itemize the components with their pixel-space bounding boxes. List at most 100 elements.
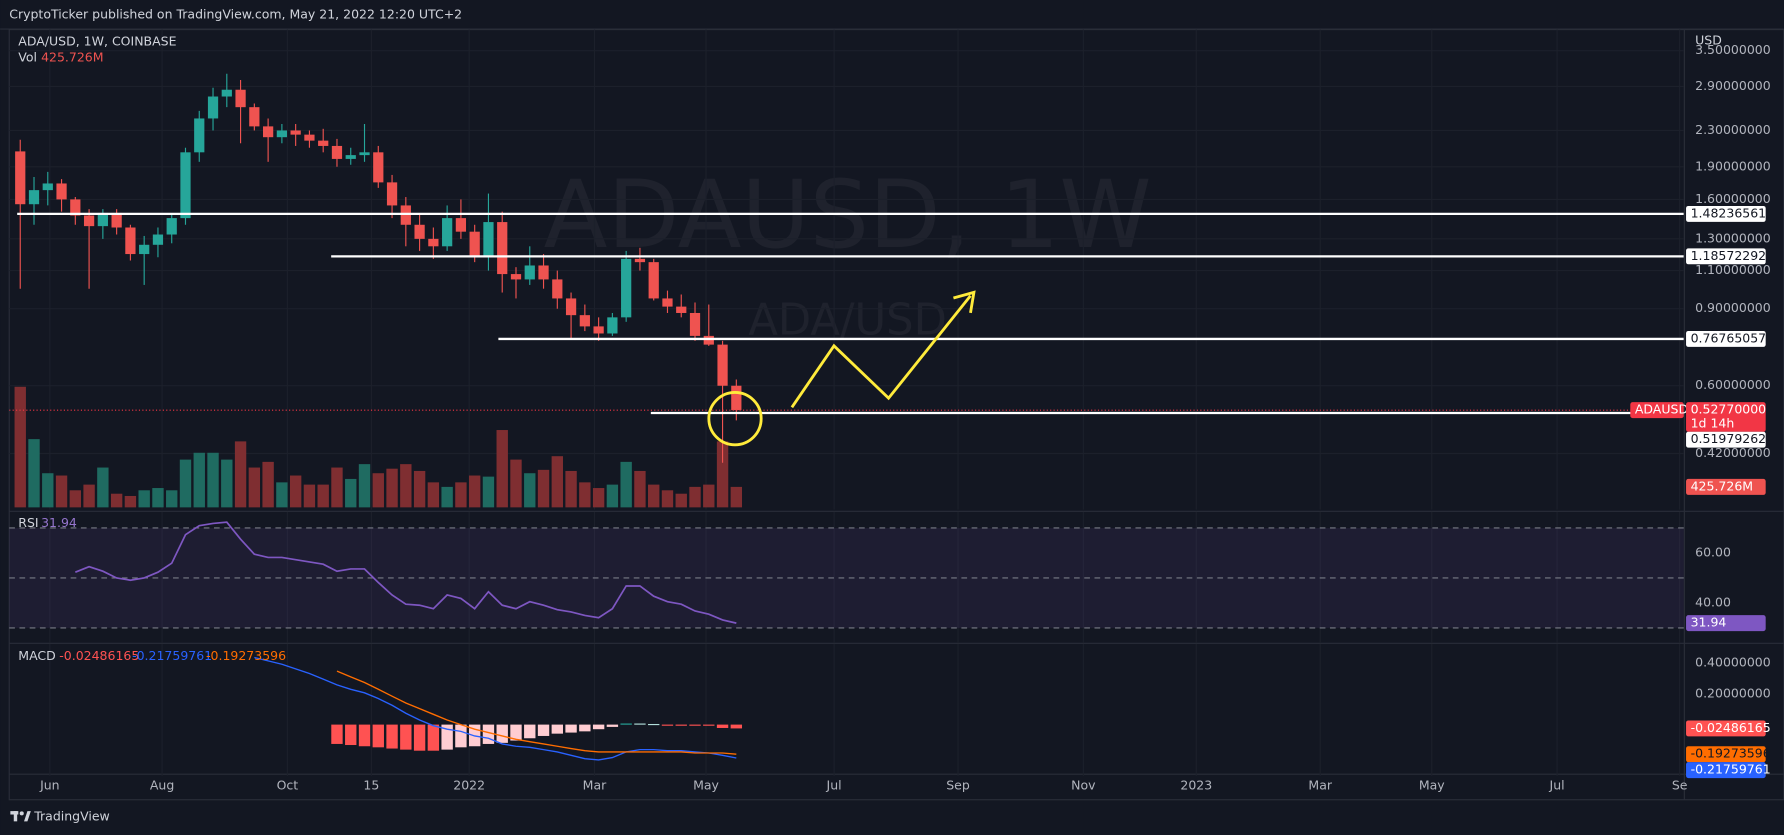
candle-body: [125, 227, 136, 255]
volume-bar: [193, 452, 205, 508]
candle-body: [634, 258, 646, 263]
candle-body: [276, 130, 288, 138]
drawing-annotations: [707, 290, 976, 447]
volume-bar: [661, 490, 674, 508]
candle-body: [469, 231, 480, 258]
candle-body: [359, 152, 370, 156]
rsi-value: 31.94: [41, 515, 77, 530]
macd-histogram-bar: [510, 724, 522, 741]
candle-body: [648, 262, 659, 299]
candle-body: [497, 222, 508, 275]
candle-body: [428, 238, 439, 247]
level-tag: [1686, 330, 1766, 347]
publish-info: CryptoTicker published on TradingView.co…: [9, 6, 462, 21]
macd-histogram-bar: [606, 724, 619, 727]
y-tick-label: 40.00: [1695, 594, 1731, 609]
candle-body: [15, 151, 26, 205]
level-tag: [1686, 248, 1766, 265]
macd-histogram-bar: [579, 724, 591, 732]
macd-histogram-bar: [537, 724, 550, 736]
macd-histogram-bar: [372, 724, 384, 748]
volume-bar: [400, 464, 412, 508]
macd-histogram-bar: [716, 724, 729, 728]
x-tick-label: Jun: [39, 778, 60, 793]
level-tag: [1686, 205, 1766, 222]
macd-histogram-bar: [620, 723, 632, 725]
volume-tag-text: 425.726M: [1691, 478, 1753, 493]
x-tick-label: 15: [363, 778, 379, 793]
candle-body: [28, 190, 40, 205]
y-tick-label: 3.50000000: [1695, 42, 1771, 57]
macd-histogram-bar: [648, 723, 660, 726]
candle-body: [483, 222, 494, 258]
volume-bar: [648, 484, 660, 508]
volume-bar: [221, 459, 233, 508]
brand: TradingView: [33, 808, 110, 823]
candle-body: [662, 298, 673, 307]
y-tick-label: 0.40000000: [1695, 655, 1771, 670]
rsi-tag: [1686, 615, 1766, 632]
candle-body: [152, 234, 164, 245]
candle-body: [621, 258, 632, 318]
volume-bar: [537, 469, 550, 508]
arrow-head: [953, 290, 976, 314]
projection-arrow: [790, 294, 972, 409]
candle-body: [166, 218, 177, 235]
candle-body: [731, 385, 742, 411]
macd-signal-tag-text: -0.19273596: [1691, 746, 1771, 761]
candle-body: [703, 335, 714, 345]
volume-bar: [97, 467, 109, 508]
volume-bar: [689, 486, 701, 508]
y-tick-label: 1.90000000: [1695, 158, 1771, 173]
candle-body: [565, 298, 577, 316]
symbol-tag: [1630, 402, 1684, 419]
volume-bar: [634, 470, 646, 508]
macd-histogram-bar: [634, 723, 646, 725]
volume-bar: [372, 473, 384, 508]
candle-body: [83, 215, 95, 227]
rsi-tag-text: 31.94: [1691, 615, 1727, 630]
candle-body: [538, 265, 549, 280]
y-tick-label: 0.20000000: [1695, 685, 1771, 700]
x-tick-label: Se: [1672, 778, 1688, 793]
macd-hist-tag: [1686, 720, 1766, 737]
volume-bar: [234, 441, 247, 508]
y-tick-label: 1.60000000: [1695, 191, 1771, 206]
volume-bar: [303, 484, 316, 508]
volume-bar: [524, 473, 536, 508]
volume-bar: [317, 484, 329, 508]
volume-bar: [482, 476, 495, 508]
last-price-tag: [1686, 402, 1766, 432]
x-tick-label: Mar: [1308, 778, 1332, 793]
macd-signal-tag: [1686, 746, 1766, 763]
candle-body: [221, 89, 232, 97]
macd-histogram-bar: [675, 724, 687, 726]
macd-histogram-bar: [524, 724, 536, 739]
volume-bar: [42, 473, 54, 508]
candle-body: [442, 218, 453, 247]
macd-histogram-bar: [358, 724, 371, 747]
y-tick-label: 60.00: [1695, 544, 1731, 559]
rsi-title: RSI: [18, 515, 38, 530]
volume-bar: [510, 459, 522, 508]
candle-body: [386, 182, 398, 206]
candle-body: [524, 265, 535, 280]
x-tick-label: Jul: [1549, 778, 1565, 793]
x-tick-label: May: [693, 778, 719, 793]
macd-hist-tag-text: -0.02486165: [1691, 720, 1771, 735]
volume-bar: [703, 484, 715, 508]
volume-bar: [289, 475, 302, 508]
x-tick-label: 2023: [1180, 778, 1212, 793]
candle-body: [552, 279, 563, 299]
volume-tag: [1686, 478, 1766, 495]
volume-bar: [276, 482, 288, 508]
volume-bar: [166, 490, 178, 508]
candle-body: [207, 96, 219, 119]
candle-body: [111, 212, 122, 228]
volume-bar: [455, 482, 467, 508]
macd-histogram-bar: [565, 724, 577, 733]
x-tick-label: 2022: [453, 778, 485, 793]
candle-body: [593, 326, 604, 334]
